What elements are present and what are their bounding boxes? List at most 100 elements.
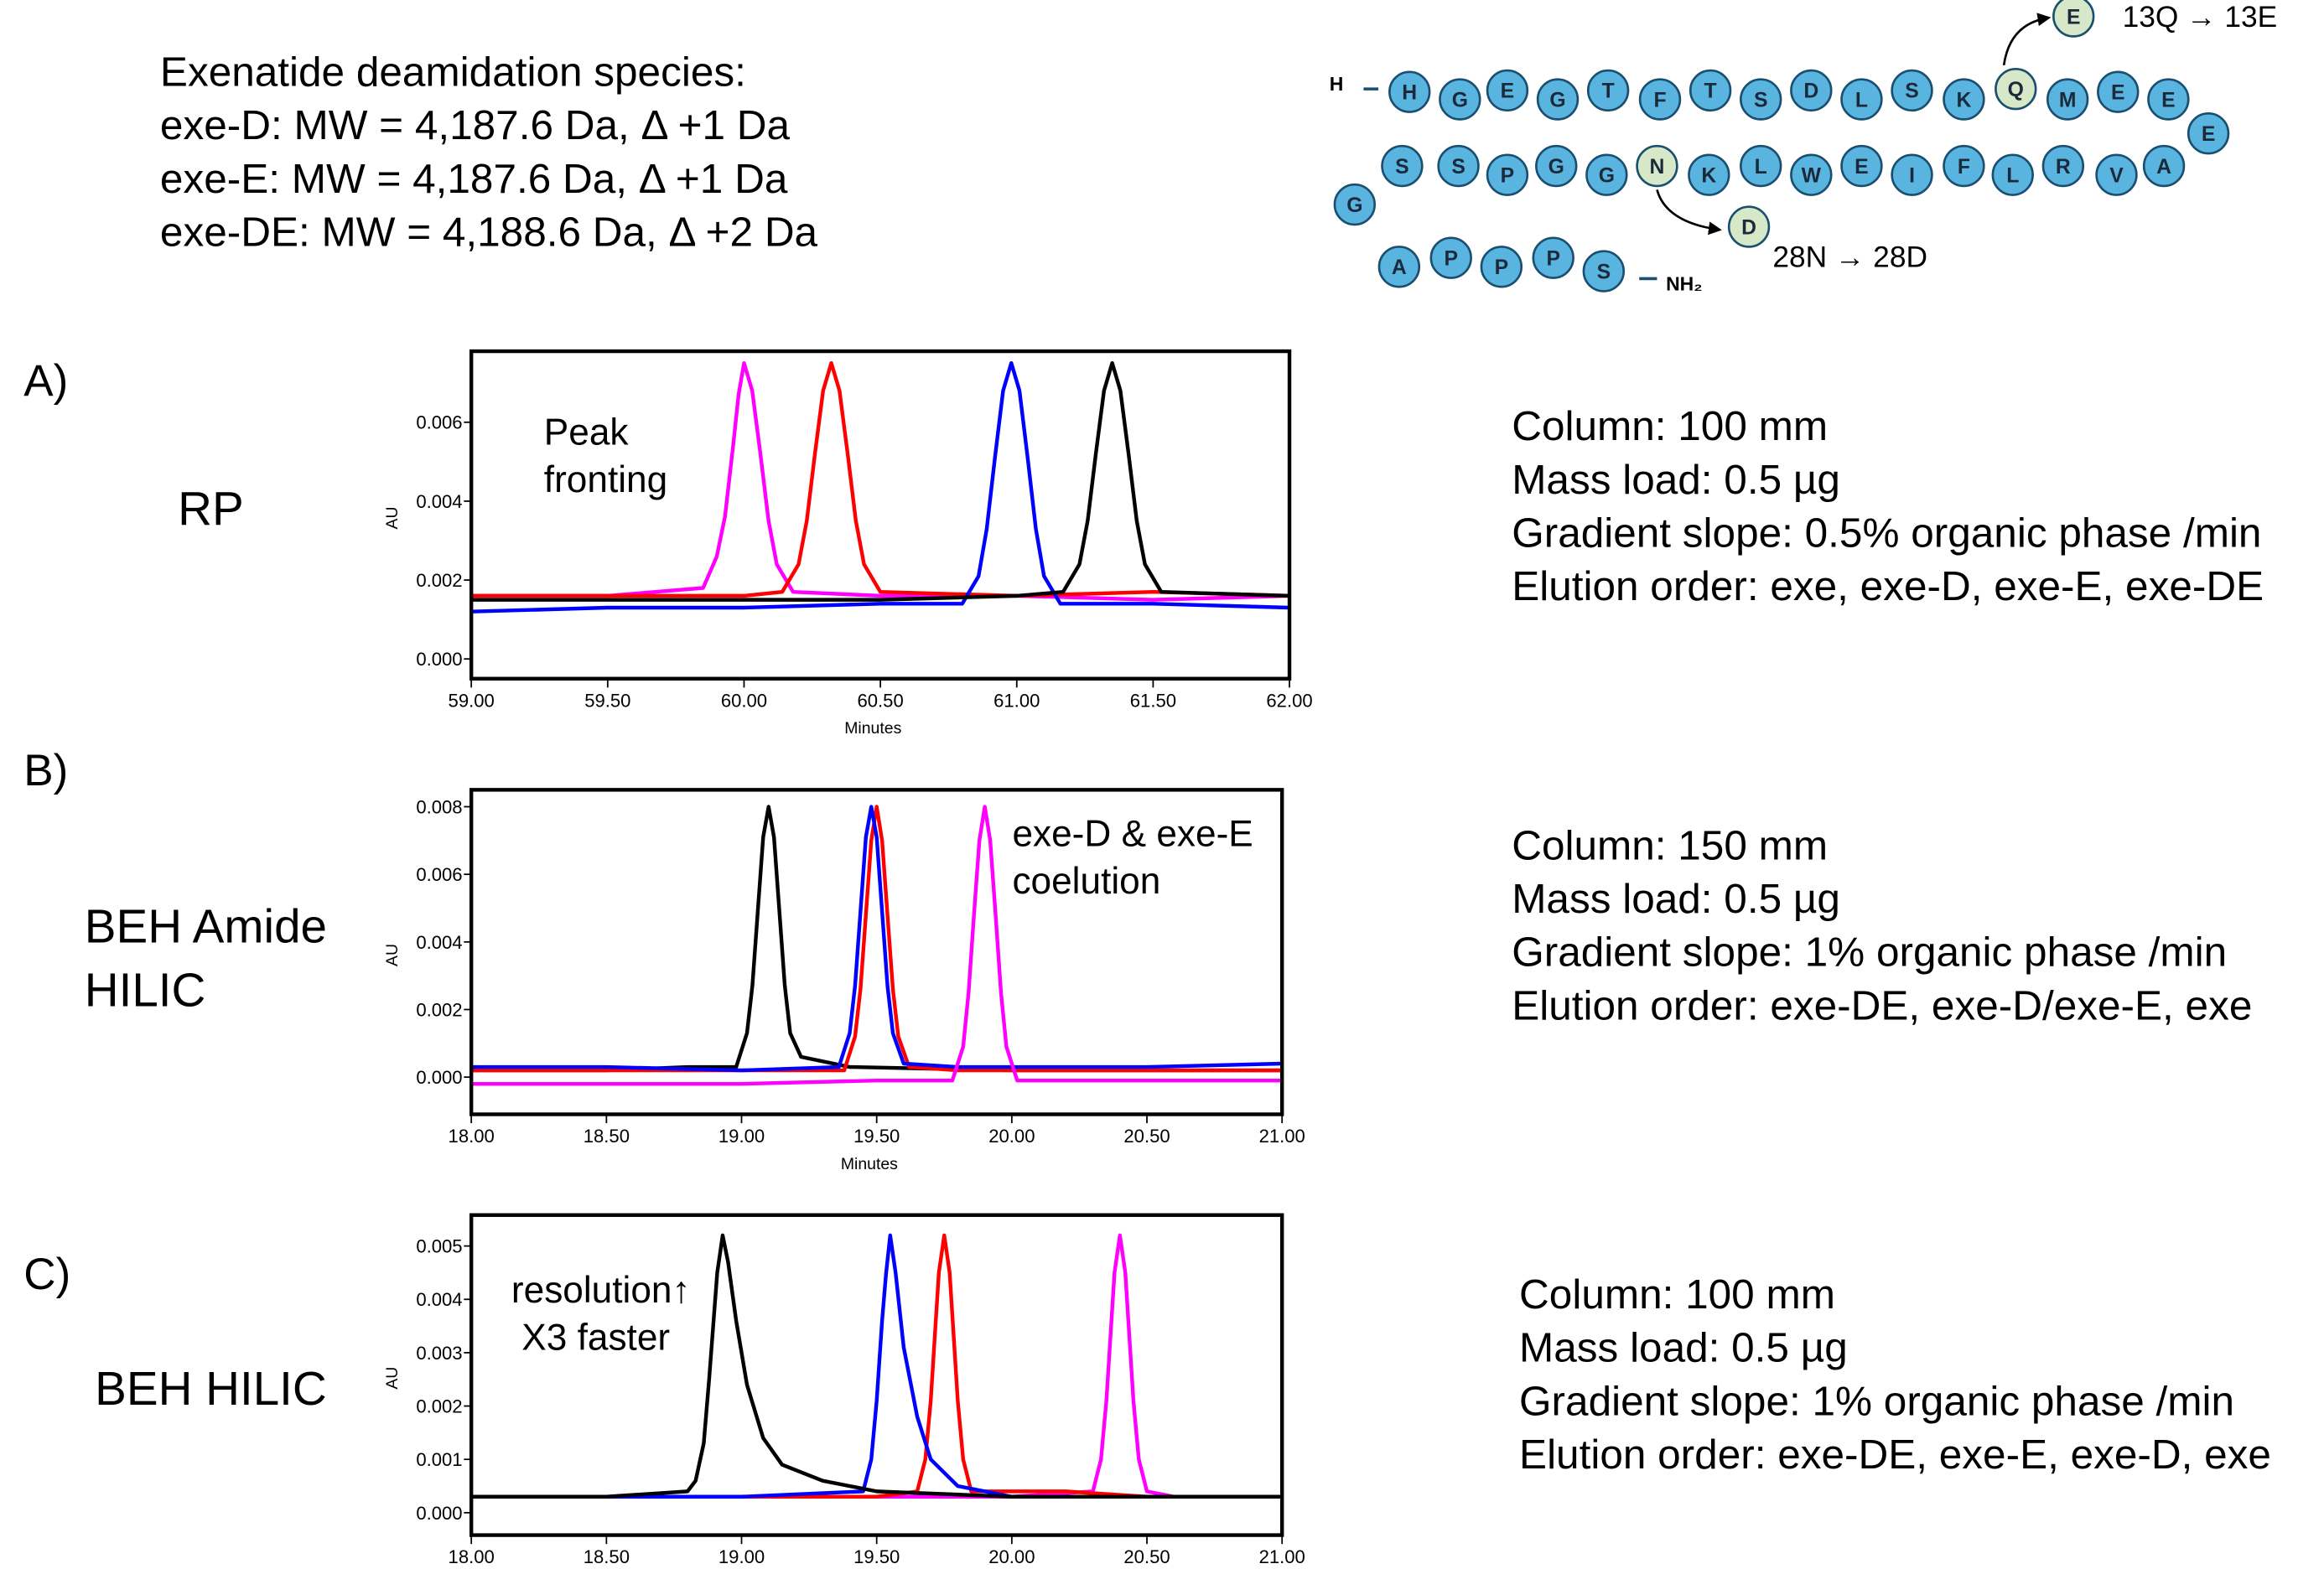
x-tick-label: 19.00 — [718, 1546, 765, 1565]
residue-circle — [1535, 144, 1578, 188]
residue-circle — [1486, 153, 1529, 196]
header-line: exe-D: MW = 4,187.6 Da, Δ +1 Da — [160, 102, 791, 148]
annotation: exe-D & exe-E — [1012, 814, 1253, 855]
x-tick-label: 18.00 — [449, 1546, 495, 1565]
residue: P — [1546, 248, 1560, 271]
residue-circle — [1995, 67, 2037, 111]
trace — [471, 1233, 1283, 1499]
condition: Mass load: 0.5 µg — [1512, 876, 1840, 922]
residue-circle — [2095, 153, 2138, 196]
residue: L — [2006, 165, 2019, 188]
residue-circle — [1638, 78, 1682, 121]
modified-residue-circle — [2052, 0, 2095, 38]
trace — [471, 805, 1283, 1073]
residue-circle — [2142, 144, 2186, 188]
residue: S — [1451, 156, 1465, 179]
condition: Gradient slope: 1% organic phase /min — [1512, 929, 2227, 976]
residue-circle — [1840, 78, 1883, 121]
annotation: fronting — [544, 459, 667, 500]
y-tick-label: 0.006 — [416, 412, 462, 433]
plot-frame — [469, 349, 1292, 681]
x-tick-label: 21.00 — [1259, 1546, 1305, 1565]
residue-circle — [1381, 144, 1424, 188]
arrow — [1656, 189, 1722, 236]
residue: S — [1395, 156, 1409, 179]
residue-circle — [1991, 153, 2034, 196]
residue: Q — [2008, 79, 2024, 101]
x-tick-label: 20.00 — [988, 1546, 1035, 1565]
method-label: RP — [178, 482, 244, 535]
x-tick-label: 19.00 — [718, 1126, 765, 1147]
y-tick-label: 0.004 — [416, 1289, 462, 1310]
condition: Elution order: exe, exe-D, exe-E, exe-DE — [1512, 563, 2264, 609]
x-tick-label: 60.50 — [857, 690, 903, 711]
annotation: coelution — [1012, 861, 1160, 902]
trace — [471, 1233, 1283, 1499]
residue-circle — [1840, 144, 1883, 188]
residue: S — [1754, 89, 1768, 111]
x-tick-label: 61.50 — [1130, 690, 1176, 711]
condition: Column: 100 mm — [1512, 403, 1828, 449]
mod-label: 28N → 28D — [1772, 241, 1927, 273]
y-tick-label: 0.006 — [416, 864, 462, 885]
residue-circle — [1377, 246, 1421, 288]
residue-circle — [1943, 144, 1985, 188]
residue-circle — [2041, 144, 2085, 188]
modified-residue: D — [1741, 216, 1756, 239]
panel-label: B) — [23, 746, 68, 795]
residue: S — [1905, 80, 1919, 103]
x-tick-label: 59.50 — [584, 690, 630, 711]
y-tick-label: 0.002 — [416, 999, 462, 1020]
residue-circle — [1891, 69, 1933, 112]
x-tick-label: 20.50 — [1123, 1546, 1170, 1565]
residue: L — [1855, 89, 1868, 111]
residue: L — [1755, 156, 1767, 179]
x-axis-title: Minutes — [841, 1155, 898, 1173]
residue: E — [1855, 156, 1869, 179]
y-tick-label: 0.000 — [416, 1067, 462, 1088]
residue: I — [1909, 165, 1915, 188]
residue: G — [1548, 156, 1564, 179]
residue: E — [1501, 80, 1515, 103]
residue-circle — [1439, 78, 1481, 121]
x-tick-label: 62.00 — [1266, 690, 1312, 711]
y-tick-label: 0.005 — [416, 1236, 462, 1257]
condition: Gradient slope: 1% organic phase /min — [1519, 1378, 2234, 1424]
trace — [471, 360, 1290, 602]
residue-circle — [2187, 111, 2230, 155]
residue-circle — [1790, 69, 1833, 112]
residue: W — [1802, 165, 1822, 188]
residue: T — [1704, 80, 1717, 103]
residue: S — [1597, 261, 1611, 283]
annotation: Peak — [544, 412, 630, 453]
mod-label: 13Q → 13E — [2123, 1, 2278, 34]
residue-circle — [1636, 144, 1678, 188]
x-tick-label: 60.00 — [721, 690, 767, 711]
condition: Elution order: exe-DE, exe-E, exe-D, exe — [1519, 1432, 2271, 1478]
residue-circle — [1480, 246, 1523, 288]
header-title: Exenatide deamidation species: — [160, 49, 746, 96]
y-tick-label: 0.001 — [416, 1449, 462, 1470]
residue: A — [2156, 156, 2171, 179]
header-line: exe-E: MW = 4,187.6 Da, Δ +1 Da — [160, 156, 788, 202]
x-tick-label: 18.00 — [449, 1126, 495, 1147]
annotation: X3 faster — [521, 1318, 670, 1359]
trace — [471, 360, 1290, 598]
x-tick-label: 59.00 — [449, 690, 495, 711]
annotation: resolution↑ — [511, 1270, 691, 1311]
residue-circle — [1689, 69, 1732, 112]
residue: H — [1402, 82, 1417, 105]
residue: E — [2202, 123, 2216, 146]
trace — [471, 805, 1283, 1073]
x-tick-label: 19.50 — [853, 1126, 900, 1147]
residue: A — [1392, 256, 1407, 279]
x-tick-label: 21.00 — [1259, 1126, 1305, 1147]
y-tick-label: 0.002 — [416, 1396, 462, 1417]
residue-circle — [1586, 69, 1630, 112]
residue: P — [1495, 256, 1509, 279]
residue-circle — [1437, 144, 1480, 188]
method-label: BEH Amide — [85, 899, 327, 952]
residue: T — [1602, 80, 1615, 103]
condition: Mass load: 0.5 µg — [1519, 1325, 1848, 1371]
